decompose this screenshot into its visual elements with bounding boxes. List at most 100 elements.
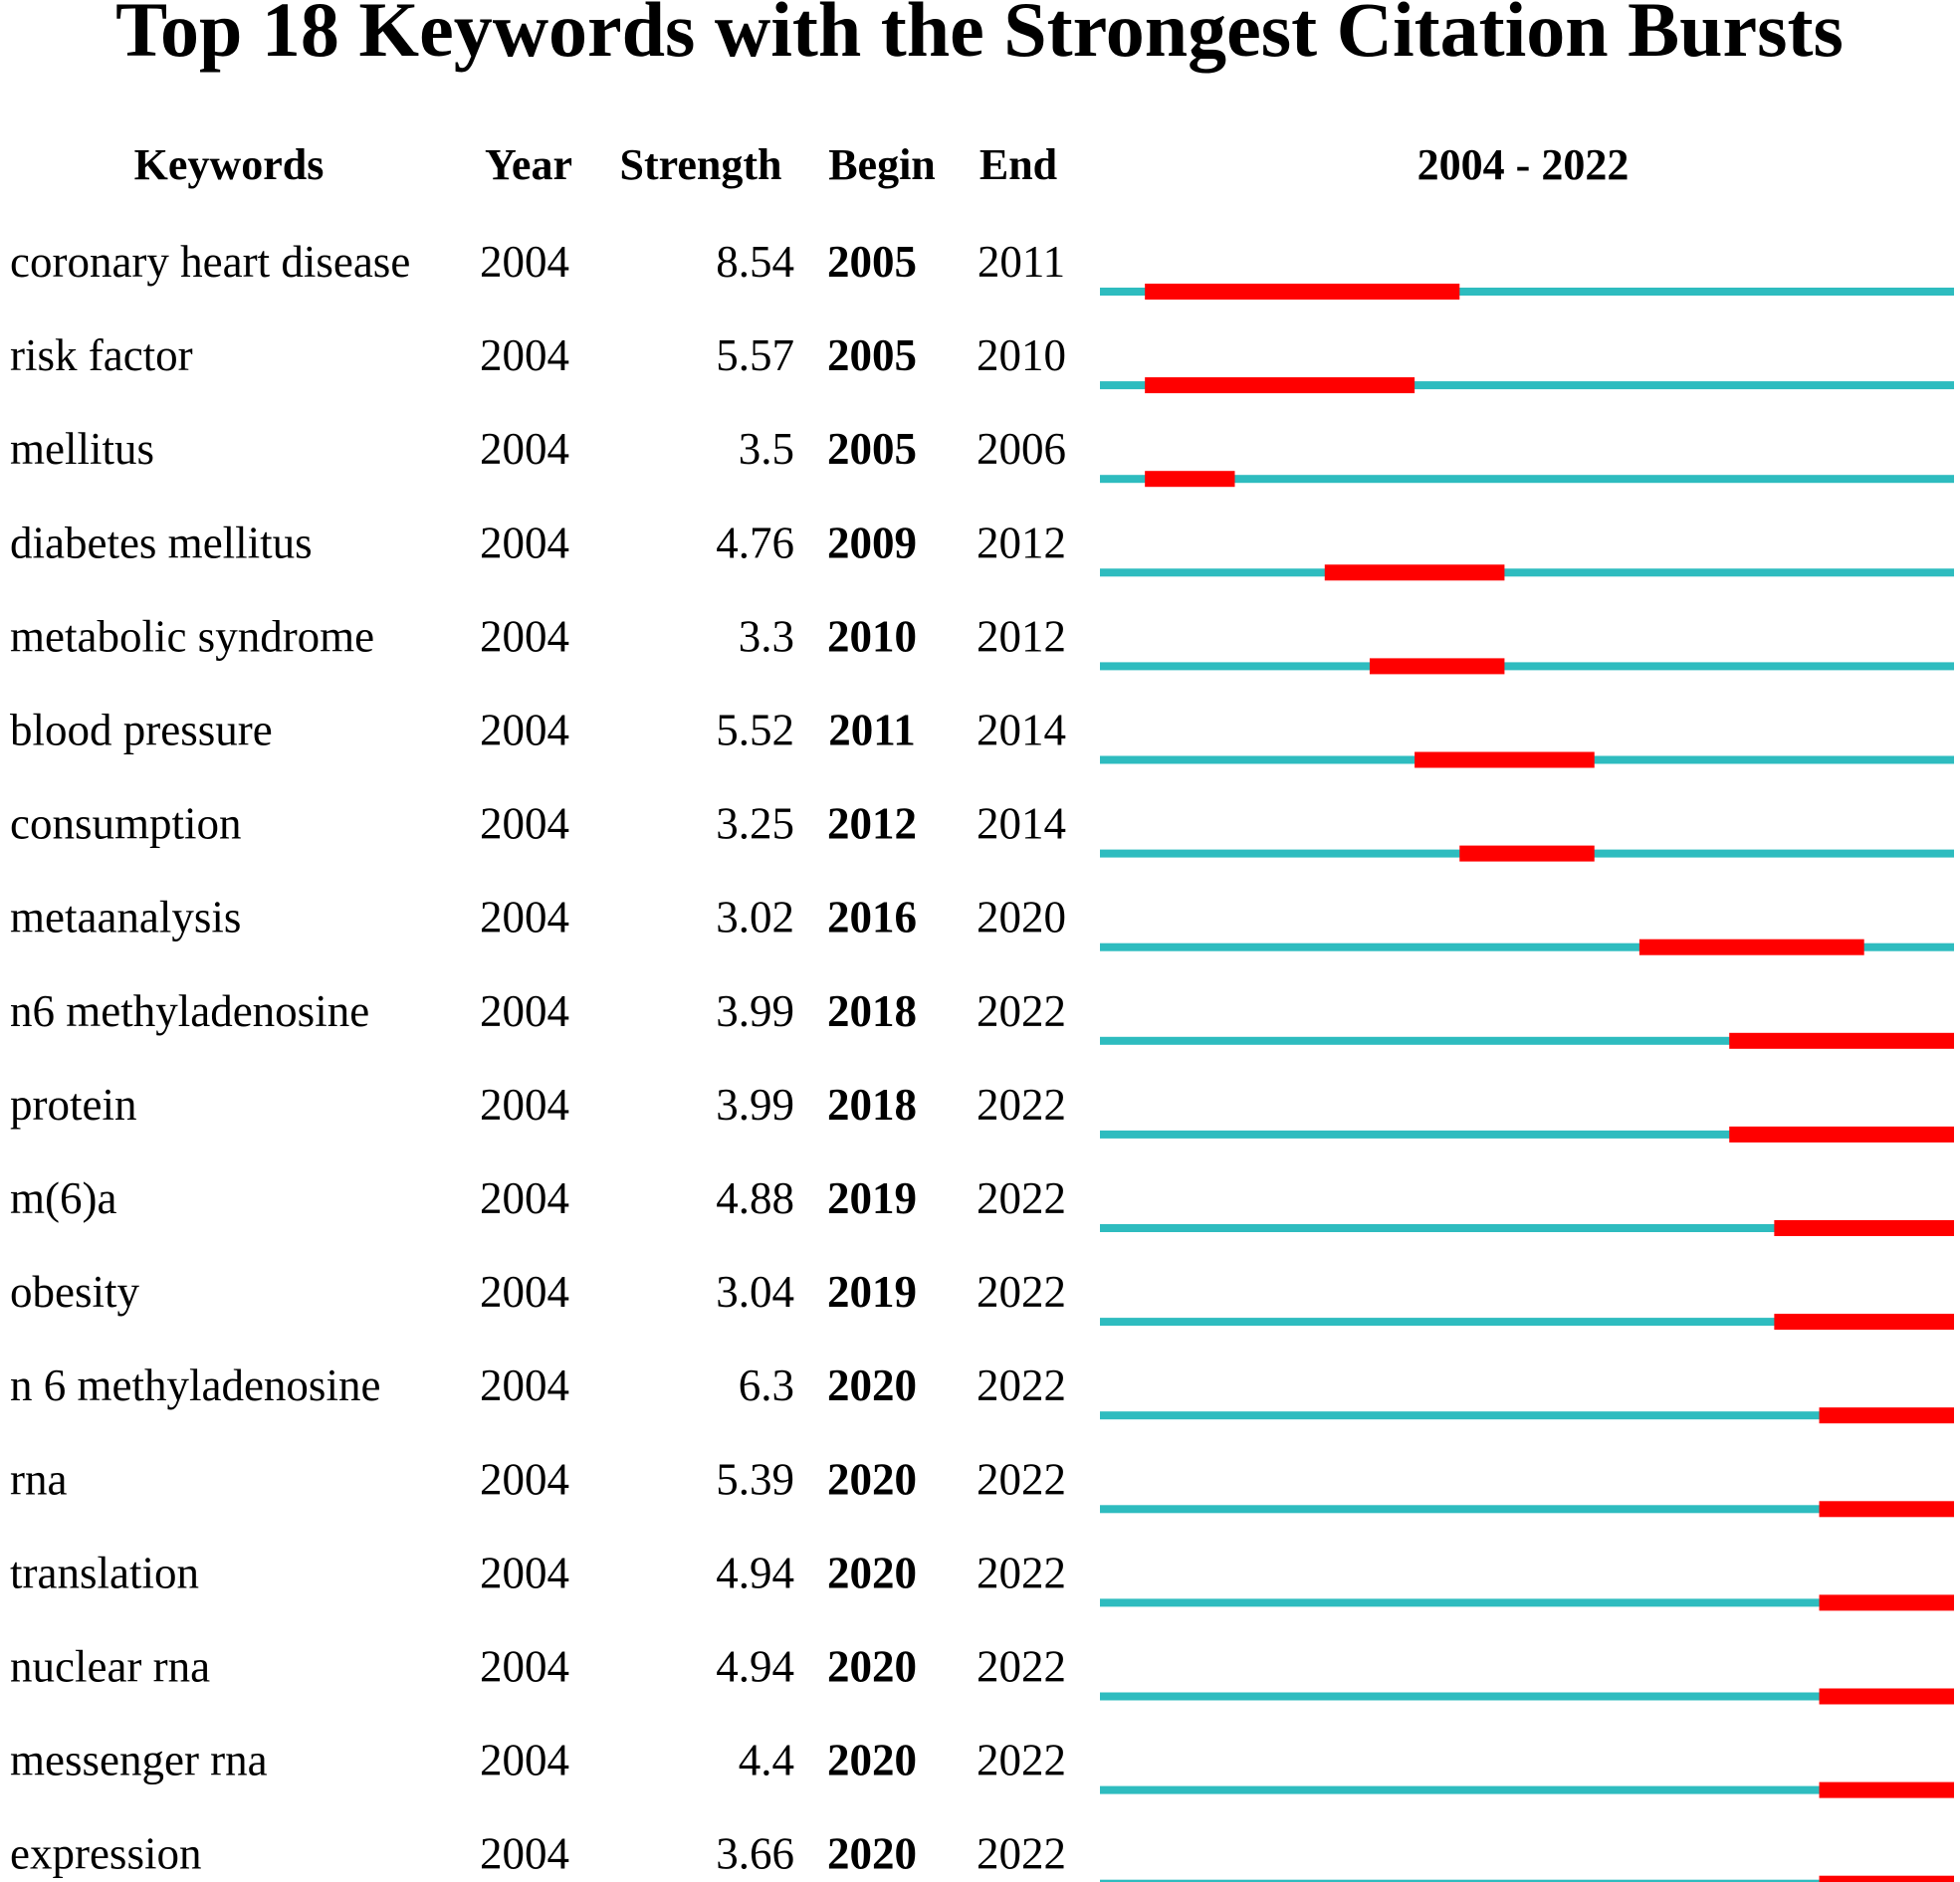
- keyword-label: nuclear rna: [10, 1642, 210, 1692]
- end-value: 2022: [977, 1642, 1066, 1692]
- strength-value: 4.76: [716, 518, 794, 567]
- begin-value: 2018: [827, 1080, 917, 1130]
- strength-value: 5.52: [716, 706, 794, 755]
- begin-value: 2012: [827, 799, 917, 849]
- keyword-label: expression: [10, 1829, 201, 1879]
- burst-row: messenger rna 2004 4.4 2020 2022: [10, 1736, 1954, 1798]
- burst-bar: [1819, 1781, 1954, 1798]
- keyword-label: translation: [10, 1548, 199, 1597]
- strength-value: 8.54: [716, 237, 794, 287]
- burst-row: consumption 2004 3.25 2012 2014: [10, 799, 1954, 862]
- begin-value: 2009: [827, 518, 917, 567]
- year-value: 2004: [480, 1829, 569, 1879]
- keyword-label: metaanalysis: [10, 893, 241, 942]
- end-value: 2006: [977, 424, 1066, 474]
- timeline-baseline: [1100, 1411, 1954, 1420]
- burst-row: m(6)a 2004 4.88 2019 2022: [10, 1173, 1954, 1236]
- header-keywords: Keywords: [134, 140, 325, 189]
- timeline-baseline: [1100, 568, 1954, 577]
- burst-bar: [1774, 1314, 1954, 1331]
- begin-value: 2020: [827, 1642, 917, 1692]
- keyword-label: metabolic syndrome: [10, 611, 374, 661]
- year-value: 2004: [480, 424, 569, 474]
- year-value: 2004: [480, 1736, 569, 1785]
- strength-value: 5.57: [716, 330, 794, 380]
- strength-value: 3.02: [716, 893, 794, 942]
- header-begin: Begin: [828, 140, 936, 189]
- strength-value: 4.94: [716, 1548, 794, 1597]
- begin-value: 2018: [827, 986, 917, 1036]
- year-value: 2004: [480, 986, 569, 1036]
- burst-bar: [1819, 1501, 1954, 1518]
- end-value: 2022: [977, 1173, 1066, 1223]
- timeline-baseline: [1100, 1598, 1954, 1607]
- burst-bar: [1729, 1032, 1954, 1049]
- year-value: 2004: [480, 893, 569, 942]
- begin-value: 2020: [827, 1736, 917, 1785]
- header-timeline: 2004 - 2022: [1417, 140, 1630, 189]
- strength-value: 3.3: [739, 611, 794, 661]
- strength-value: 4.88: [716, 1173, 794, 1223]
- burst-bar: [1819, 1688, 1954, 1705]
- end-value: 2022: [977, 1454, 1066, 1504]
- year-value: 2004: [480, 1454, 569, 1504]
- timeline-baseline: [1100, 942, 1954, 951]
- burst-row: obesity 2004 3.04 2019 2022: [10, 1267, 1954, 1331]
- burst-bar: [1459, 845, 1595, 862]
- burst-row: protein 2004 3.99 2018 2022: [10, 1080, 1954, 1143]
- year-value: 2004: [480, 1642, 569, 1692]
- burst-row: n6 methyladenosine 2004 3.99 2018 2022: [10, 986, 1954, 1049]
- burst-bar: [1415, 751, 1595, 768]
- burst-bar: [1819, 1875, 1954, 1882]
- burst-bar: [1819, 1407, 1954, 1424]
- strength-value: 4.94: [716, 1642, 794, 1692]
- begin-value: 2010: [827, 611, 917, 661]
- begin-value: 2005: [827, 424, 917, 474]
- burst-row: diabetes mellitus 2004 4.76 2009 2012: [10, 518, 1954, 581]
- column-headers: Keywords Year Strength Begin End 2004 - …: [134, 140, 1630, 189]
- begin-value: 2019: [827, 1173, 917, 1223]
- end-value: 2022: [977, 1267, 1066, 1317]
- burst-bar: [1145, 377, 1416, 394]
- begin-value: 2011: [828, 706, 916, 755]
- end-value: 2022: [977, 1548, 1066, 1597]
- burst-row: risk factor 2004 5.57 2005 2010: [10, 330, 1954, 394]
- timeline-baseline: [1100, 1505, 1954, 1514]
- timeline-baseline: [1100, 1130, 1954, 1139]
- timeline-baseline: [1100, 662, 1954, 671]
- burst-row: blood pressure 2004 5.52 2011 2014: [10, 706, 1954, 768]
- burst-row: coronary heart disease 2004 8.54 2005 2011: [10, 237, 1954, 300]
- burst-bar: [1145, 471, 1235, 488]
- strength-value: 3.99: [716, 986, 794, 1036]
- begin-value: 2020: [827, 1548, 917, 1597]
- timeline-baseline: [1100, 1224, 1954, 1232]
- burst-row: nuclear rna 2004 4.94 2020 2022: [10, 1642, 1954, 1705]
- burst-row: mellitus 2004 3.5 2005 2006: [10, 424, 1954, 488]
- strength-value: 3.25: [716, 799, 794, 849]
- burst-bar: [1819, 1594, 1954, 1611]
- keyword-label: mellitus: [10, 424, 154, 474]
- burst-bar: [1145, 284, 1460, 300]
- keyword-label: consumption: [10, 799, 242, 849]
- strength-value: 3.5: [739, 424, 794, 474]
- keyword-label: n 6 methyladenosine: [10, 1360, 380, 1410]
- burst-row: metabolic syndrome 2004 3.3 2010 2012: [10, 611, 1954, 675]
- burst-bar: [1729, 1126, 1954, 1143]
- end-value: 2022: [977, 1360, 1066, 1410]
- header-end: End: [980, 140, 1057, 189]
- year-value: 2004: [480, 799, 569, 849]
- end-value: 2010: [977, 330, 1066, 380]
- end-value: 2020: [977, 893, 1066, 942]
- keyword-label: messenger rna: [10, 1736, 268, 1785]
- burst-row: metaanalysis 2004 3.02 2016 2020: [10, 893, 1954, 955]
- strength-value: 3.66: [716, 1829, 794, 1879]
- keyword-label: protein: [10, 1080, 136, 1130]
- end-value: 2022: [977, 986, 1066, 1036]
- year-value: 2004: [480, 1548, 569, 1597]
- burst-bar: [1324, 564, 1505, 581]
- end-value: 2022: [977, 1080, 1066, 1130]
- burst-row: rna 2004 5.39 2020 2022: [10, 1454, 1954, 1518]
- burst-bar: [1638, 939, 1864, 955]
- begin-value: 2016: [827, 893, 917, 942]
